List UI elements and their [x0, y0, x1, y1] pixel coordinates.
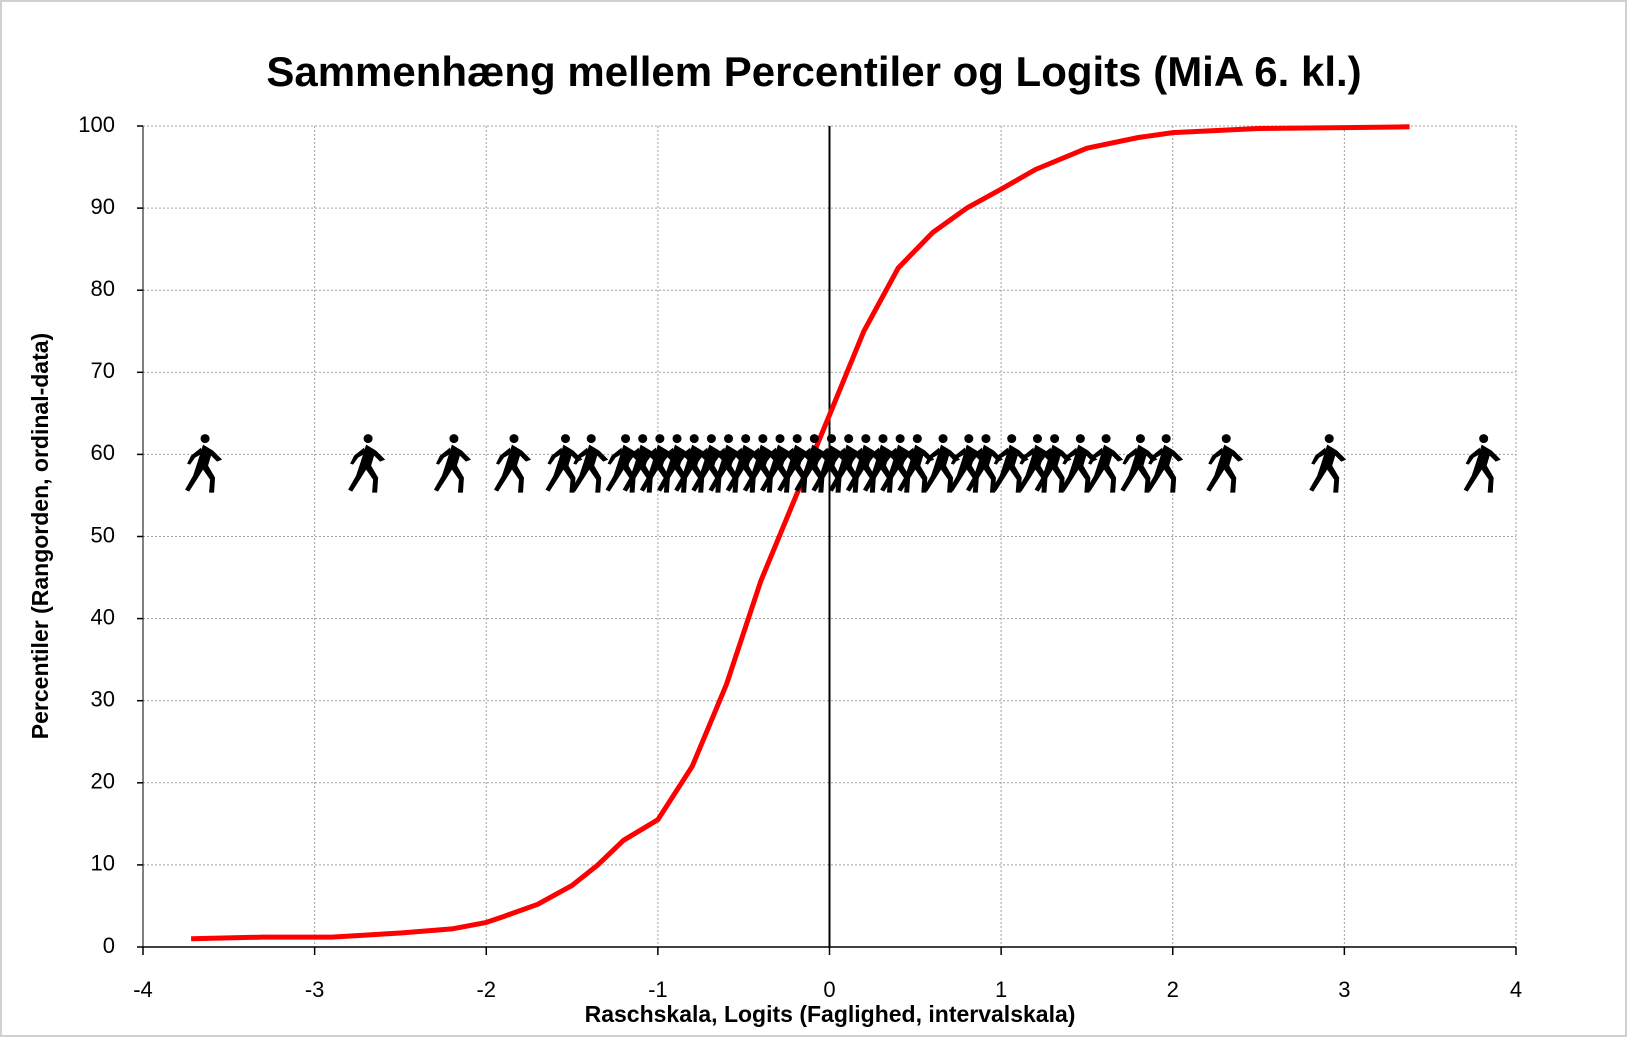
y-tick-label: 20: [91, 769, 115, 794]
y-tick-label: 90: [91, 194, 115, 219]
x-tick-label: 1: [995, 977, 1007, 1002]
marks: [185, 124, 1501, 942]
y-tick-label: 70: [91, 358, 115, 383]
x-tick-label: -2: [476, 977, 496, 1002]
x-tick-label: 2: [1167, 977, 1179, 1002]
x-tick-label: 4: [1510, 977, 1522, 1002]
axes: 0 10 20 30 40 50 60 70 80 90 100 -4 -3 -2 -1 0 1 2 3 4: [78, 112, 1522, 1002]
y-tick-label: 0: [103, 933, 115, 958]
x-tick-label: 3: [1338, 977, 1350, 1002]
y-tick-label: 80: [91, 276, 115, 301]
line: [191, 124, 1410, 942]
y-tick-label: 30: [91, 687, 115, 712]
x-tick-label: -4: [133, 977, 153, 1002]
x-tick-label: 0: [823, 977, 835, 1002]
y-tick-label: 60: [91, 440, 115, 465]
y-tick-label: 100: [78, 112, 115, 137]
x-tick-label: -1: [648, 977, 668, 1002]
y-tick-label: 50: [91, 522, 115, 547]
x-axis-label: Raschskala, Logits (Faglighed, intervals…: [585, 1001, 1076, 1027]
x-tick-label: -3: [305, 977, 325, 1002]
y-axis-label: Percentiler (Rangorden, ordinal-data): [27, 333, 53, 739]
chart-title: Sammenhæng mellem Percentiler og Logits …: [266, 48, 1361, 95]
y-tick-label: 40: [91, 604, 115, 629]
y-tick-label: 10: [91, 851, 115, 876]
